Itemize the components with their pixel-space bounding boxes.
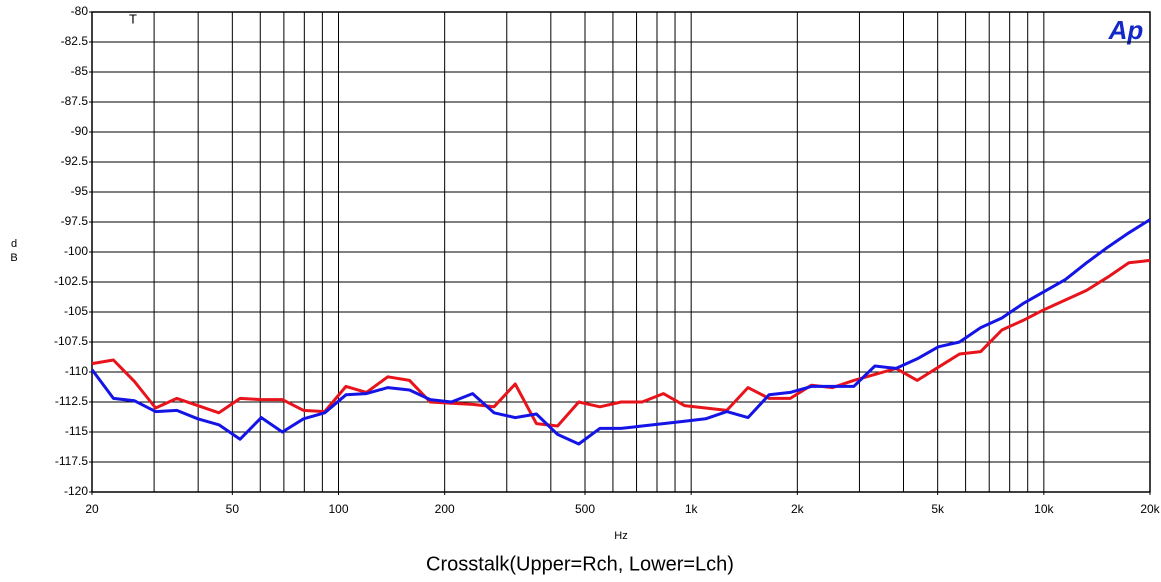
x-tick-label: 1k [685, 502, 699, 516]
x-tick-label: 100 [328, 502, 348, 516]
y-tick-label: -112.5 [55, 394, 88, 408]
y-tick-label: -95 [71, 184, 89, 198]
y-tick-label: -120 [64, 484, 88, 498]
y-tick-label: -80 [71, 4, 89, 18]
x-tick-label: 200 [435, 502, 455, 516]
x-tick-label: 20k [1140, 502, 1160, 516]
chart-title: Crosstalk(Upper=Rch, Lower=Lch) [426, 553, 734, 575]
data-line [91, 258, 1151, 428]
annotation: T [129, 11, 137, 26]
y-tick-label: -110 [65, 364, 88, 378]
y-tick-label: -85 [71, 64, 89, 78]
x-tick-label: 5k [931, 502, 945, 516]
plot-border [91, 11, 1151, 493]
x-tick-label: 10k [1034, 502, 1054, 516]
y-tick-label: -100 [64, 244, 88, 258]
data-line [90, 218, 1151, 446]
x-tick-label: 500 [575, 502, 595, 516]
y-tick-label: -102.5 [54, 274, 88, 288]
x-tick-label: 50 [226, 502, 240, 516]
x-tick-label: 2k [791, 502, 805, 516]
y-axis-label: dB [8, 238, 20, 266]
y-tick-label: -97.5 [61, 214, 89, 228]
x-tick-label: 20 [85, 502, 99, 516]
y-tick-label: -117.5 [55, 454, 88, 468]
y-tick-label: -115 [65, 424, 88, 438]
logo: Ap [1108, 15, 1144, 45]
y-tick-label: -92.5 [61, 154, 89, 168]
y-tick-label: -87.5 [61, 94, 89, 108]
y-tick-label: -107.5 [54, 334, 88, 348]
y-tick-label: -82.5 [61, 34, 89, 48]
x-axis-label: Hz [614, 530, 627, 542]
y-tick-label: -105 [64, 304, 88, 318]
y-tick-label: -90 [71, 124, 89, 138]
